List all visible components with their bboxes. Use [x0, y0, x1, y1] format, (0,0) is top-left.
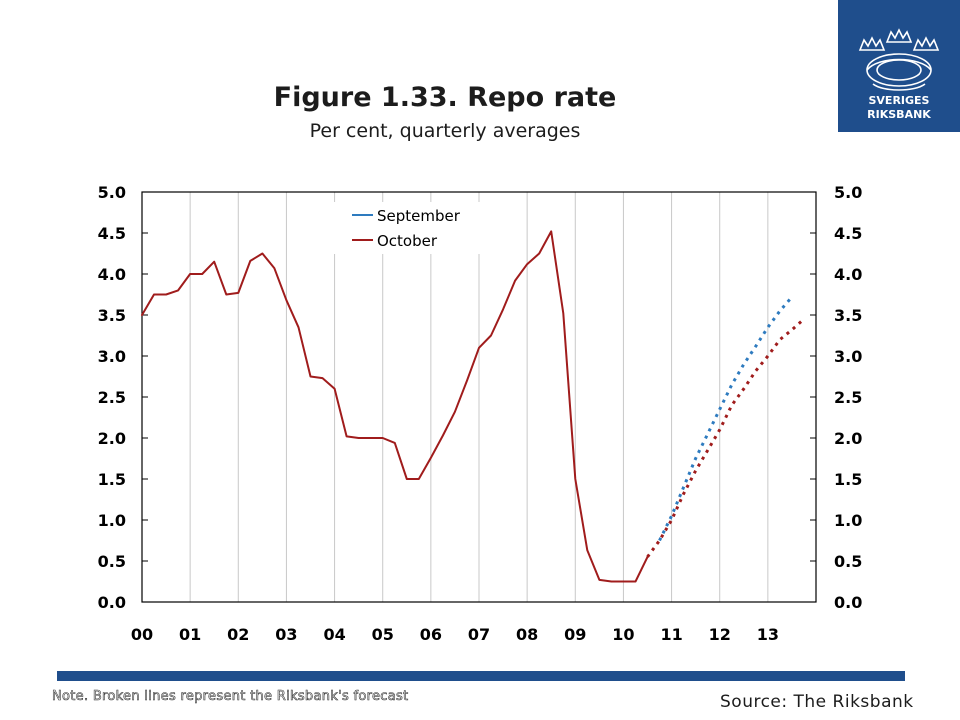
chart-title: Figure 1.33. Repo rate — [273, 82, 617, 113]
y-tick-label-left: 1.5 — [98, 470, 126, 489]
logo-line1: SVERIGES — [869, 94, 930, 107]
legend: September October — [330, 202, 486, 254]
x-tick-label: 12 — [709, 625, 731, 644]
y-tick-label-left: 1.0 — [98, 511, 126, 530]
footer-bar — [57, 671, 905, 681]
footnote: Note. Broken lines represent the Riksban… — [52, 689, 409, 705]
x-tick-label: 02 — [227, 625, 249, 644]
legend-label-september: September — [377, 207, 461, 225]
y-tick-label-right: 3.0 — [834, 347, 862, 366]
y-tick-label-right: 1.5 — [834, 470, 862, 489]
y-tick-label-right: 2.0 — [834, 429, 862, 448]
y-tick-label-right: 2.5 — [834, 388, 862, 407]
y-tick-label-left: 2.0 — [98, 429, 126, 448]
grid — [189, 192, 769, 602]
x-tick-label: 08 — [516, 625, 538, 644]
axis-ticks: 00 01 02 03 04 05 06 07 08 09 10 11 12 13 0.0 0.0 0.5 0.5… — [98, 183, 863, 644]
y-tick-label-left: 0.5 — [98, 552, 126, 571]
y-tick-label-left: 3.5 — [98, 306, 126, 325]
series-line-october-solid-1 — [141, 230, 649, 583]
y-tick-label-left: 5.0 — [98, 183, 126, 202]
series — [141, 230, 805, 583]
y-tick-label-right: 0.0 — [834, 593, 862, 612]
x-tick-label: 11 — [660, 625, 682, 644]
x-tick-label: 06 — [420, 625, 442, 644]
y-tick-label-right: 1.0 — [834, 511, 862, 530]
y-tick-label-left: 2.5 — [98, 388, 126, 407]
riksbank-logo: SVERIGES RIKSBANK — [838, 0, 960, 132]
y-tick-label-right: 4.0 — [834, 265, 862, 284]
x-tick-label: 00 — [131, 625, 153, 644]
legend-label-october: October — [377, 232, 438, 250]
x-tick-label: 01 — [179, 625, 201, 644]
x-tick-label: 10 — [612, 625, 634, 644]
logo-line2: RIKSBANK — [867, 108, 931, 121]
x-tick-label: 05 — [372, 625, 394, 644]
y-tick-label-right: 0.5 — [834, 552, 862, 571]
y-tick-label-left: 4.5 — [98, 224, 126, 243]
crown-emblem-icon: SVERIGES RIKSBANK — [858, 28, 940, 121]
x-tick-label: 07 — [468, 625, 490, 644]
y-tick-label-right: 5.0 — [834, 183, 862, 202]
y-tick-label-right: 3.5 — [834, 306, 862, 325]
legend-box — [330, 202, 486, 254]
series-line-september-dotted-0 — [658, 296, 794, 542]
source-label: Source: The Riksbank — [720, 692, 914, 712]
y-tick-label-right: 4.5 — [834, 224, 862, 243]
x-tick-label: 03 — [275, 625, 297, 644]
y-tick-label-left: 0.0 — [98, 593, 126, 612]
x-tick-label: 13 — [757, 625, 779, 644]
y-tick-label-left: 4.0 — [98, 265, 126, 284]
x-tick-label: 09 — [564, 625, 586, 644]
series-line-october-dotted-2 — [646, 317, 805, 558]
y-tick-label-left: 3.0 — [98, 347, 126, 366]
chart-subtitle: Per cent, quarterly averages — [309, 120, 581, 142]
x-tick-label: 04 — [323, 625, 345, 644]
